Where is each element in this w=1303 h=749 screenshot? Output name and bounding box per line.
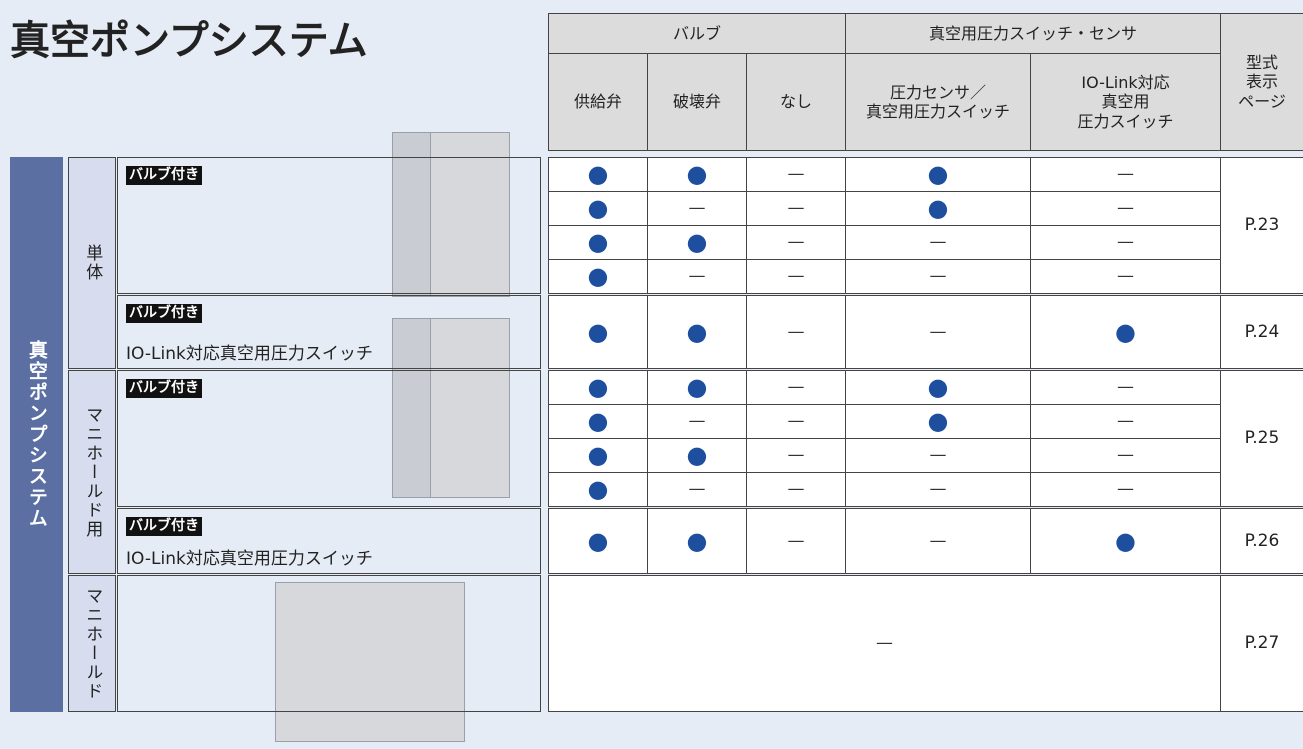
group-cell: 単体 (68, 157, 116, 369)
product-image (275, 582, 465, 742)
cell: — (845, 472, 1031, 507)
cell: — (647, 472, 747, 507)
cell: — (746, 438, 846, 473)
header-cell: バルブ (548, 13, 846, 54)
header-cell: 真空用圧力スイッチ・センサ (845, 13, 1221, 54)
page-cell: P.27 (1220, 575, 1303, 712)
cell: ● (548, 404, 648, 439)
cell: ● (845, 370, 1031, 405)
group-cell: マニホールド用 (68, 370, 116, 574)
item-cell: バルブ付き IO-Link対応真空用圧力スイッチ (117, 508, 541, 574)
page-cell: P.23 (1220, 157, 1303, 294)
item-cell: バルブ付き (117, 370, 541, 507)
item-cell: バルブ付き (117, 157, 541, 294)
cell: ● (548, 472, 648, 507)
header-cell: 破壊弁 (647, 53, 747, 151)
cell: ● (845, 404, 1031, 439)
cell: ● (548, 438, 648, 473)
cell: ● (548, 157, 648, 192)
header-cell: なし (746, 53, 846, 151)
cell: ● (548, 295, 648, 369)
cell: — (647, 259, 747, 294)
cell: ● (647, 370, 747, 405)
text-line: 真空用圧力スイッチ (865, 102, 1010, 121)
cell: — (1030, 370, 1221, 405)
tag: バルブ付き (126, 304, 202, 323)
cell: ● (548, 259, 648, 294)
text-line: IO-Link対応 (1081, 73, 1170, 93)
cell: — (1030, 472, 1221, 507)
cell: — (1030, 191, 1221, 226)
cell: ● (647, 225, 747, 260)
cell: ● (647, 438, 747, 473)
text-line: 真空用 (1101, 92, 1150, 112)
text-line: 破壊弁 (672, 92, 721, 112)
cell: — (746, 370, 846, 405)
product-image (392, 318, 432, 498)
text-line: 表示 (1245, 72, 1278, 92)
text-line: 供給弁 (573, 92, 622, 112)
category-cell: 真空ポンプシステム (10, 157, 63, 712)
cell: — (746, 191, 846, 226)
page-title: 真空ポンプシステム (10, 18, 368, 64)
cell: — (746, 404, 846, 439)
item-subtitle: IO-Link対応真空用圧力スイッチ (126, 343, 373, 364)
cell: ● (548, 508, 648, 574)
cell: — (548, 575, 1221, 712)
cell: — (845, 508, 1031, 574)
product-image (392, 132, 432, 297)
group-cell: マニホールド (68, 575, 116, 712)
cell: — (1030, 438, 1221, 473)
cell: — (746, 225, 846, 260)
cell: — (647, 404, 747, 439)
cell: — (647, 191, 747, 226)
cell: — (845, 295, 1031, 369)
cell: ● (647, 295, 747, 369)
cell: — (1030, 404, 1221, 439)
header-cell: 供給弁 (548, 53, 648, 151)
header-cell: IO-Link対応 真空用 圧力スイッチ (1030, 53, 1221, 151)
item-cell: バルブ付き IO-Link対応真空用圧力スイッチ (117, 295, 541, 369)
item-cell (117, 575, 541, 712)
text-line: ページ (1238, 91, 1286, 111)
cell: — (746, 259, 846, 294)
cell: ● (647, 157, 747, 192)
cell: — (746, 472, 846, 507)
cell: — (845, 438, 1031, 473)
cell: — (746, 508, 846, 574)
cell: ● (548, 191, 648, 226)
cell: — (845, 225, 1031, 260)
item-subtitle: IO-Link対応真空用圧力スイッチ (126, 548, 373, 569)
tag: バルブ付き (126, 517, 202, 536)
cell: ● (845, 157, 1031, 192)
cell: ● (1030, 508, 1221, 574)
cell: ● (647, 508, 747, 574)
page-cell: P.24 (1220, 295, 1303, 369)
tag: バルブ付き (126, 166, 202, 185)
cell: — (1030, 259, 1221, 294)
cell: — (746, 295, 846, 369)
cell: — (845, 259, 1031, 294)
page-cell: P.26 (1220, 508, 1303, 574)
cell: ● (1030, 295, 1221, 369)
product-image (430, 132, 510, 297)
text-line: なし (779, 92, 812, 112)
cell: ● (548, 370, 648, 405)
tag: バルブ付き (126, 379, 202, 398)
cell: ● (548, 225, 648, 260)
text-line: 圧力スイッチ (1077, 111, 1174, 131)
cell: ● (845, 191, 1031, 226)
header-cell: 型式 表示 ページ (1220, 13, 1303, 151)
cell: — (1030, 225, 1221, 260)
cell: — (746, 157, 846, 192)
header-cell: 圧力センサ／ 真空用圧力スイッチ (845, 53, 1031, 151)
text-line: 圧力センサ／ (889, 82, 986, 102)
product-image (430, 318, 510, 498)
cell: — (1030, 157, 1221, 192)
text-line: 型式 (1245, 53, 1278, 73)
page-cell: P.25 (1220, 370, 1303, 507)
